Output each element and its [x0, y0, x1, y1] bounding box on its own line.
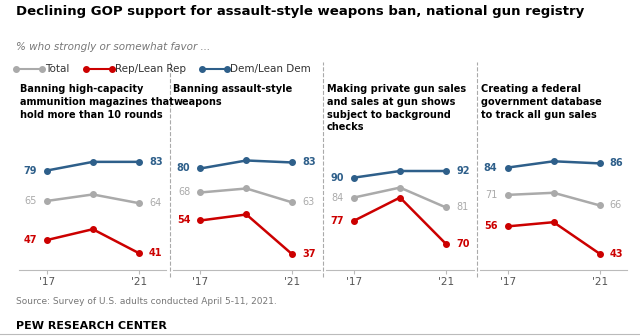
- Text: Creating a federal
government database
to track all gun sales: Creating a federal government database t…: [481, 84, 602, 120]
- Text: 86: 86: [610, 158, 623, 168]
- Text: 56: 56: [484, 221, 497, 232]
- Text: 66: 66: [610, 200, 622, 210]
- Text: 77: 77: [330, 216, 344, 226]
- Text: 84: 84: [484, 163, 497, 173]
- Text: Total: Total: [45, 64, 69, 74]
- Text: 79: 79: [23, 166, 36, 175]
- Text: Source: Survey of U.S. adults conducted April 5-11, 2021.: Source: Survey of U.S. adults conducted …: [16, 297, 276, 306]
- Text: Banning high-capacity
ammunition magazines that
hold more than 10 rounds: Banning high-capacity ammunition magazin…: [20, 84, 173, 120]
- Text: 63: 63: [303, 198, 315, 208]
- Text: Rep/Lean Rep: Rep/Lean Rep: [115, 64, 186, 74]
- Text: 41: 41: [149, 248, 163, 258]
- Text: 54: 54: [177, 215, 190, 225]
- Text: 43: 43: [610, 249, 623, 259]
- Text: 92: 92: [456, 166, 470, 176]
- Text: % who strongly or somewhat favor ...: % who strongly or somewhat favor ...: [16, 42, 211, 52]
- Text: 64: 64: [149, 198, 161, 208]
- Text: Banning assault-style
weapons: Banning assault-style weapons: [173, 84, 292, 107]
- Text: 83: 83: [303, 158, 316, 167]
- Text: 71: 71: [485, 190, 497, 200]
- Text: Declining GOP support for assault-style weapons ban, national gun registry: Declining GOP support for assault-style …: [16, 5, 584, 18]
- Text: 68: 68: [178, 187, 190, 198]
- Text: 37: 37: [303, 249, 316, 259]
- Text: 84: 84: [332, 193, 344, 203]
- Text: 70: 70: [456, 239, 470, 249]
- Text: Dem/Lean Dem: Dem/Lean Dem: [230, 64, 311, 74]
- Text: 83: 83: [149, 157, 163, 167]
- Text: 80: 80: [177, 164, 190, 173]
- Text: 90: 90: [330, 173, 344, 183]
- Text: Making private gun sales
and sales at gun shows
subject to background
checks: Making private gun sales and sales at gu…: [327, 84, 466, 132]
- Text: PEW RESEARCH CENTER: PEW RESEARCH CENTER: [16, 321, 167, 331]
- Text: 81: 81: [456, 203, 468, 212]
- Text: 65: 65: [24, 196, 36, 206]
- Text: 47: 47: [23, 235, 36, 245]
